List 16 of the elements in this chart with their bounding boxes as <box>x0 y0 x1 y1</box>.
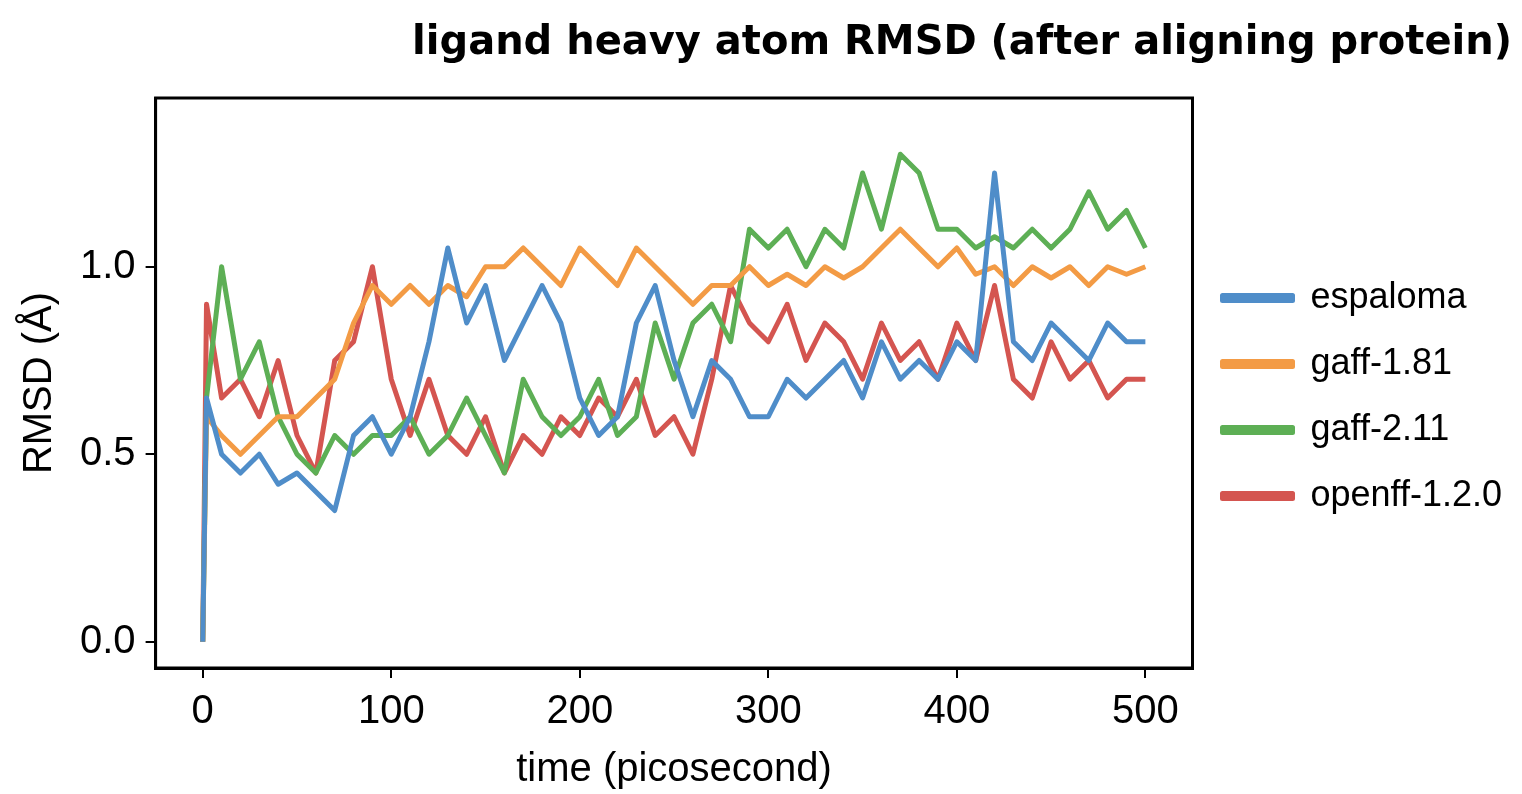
y-tick-label: 0.0 <box>80 616 136 661</box>
x-tick-label: 500 <box>1112 687 1179 732</box>
legend-label: espaloma <box>1310 274 1468 316</box>
legend-label: openff-1.2.0 <box>1310 472 1502 514</box>
y-axis-title: RMSD (Å) <box>15 291 60 475</box>
x-axis-title: time (picosecond) <box>516 745 832 790</box>
x-tick-label: 0 <box>191 687 214 732</box>
y-tick-label: 1.0 <box>80 241 136 286</box>
y-tick-label: 0.5 <box>80 429 136 474</box>
x-tick-label: 400 <box>923 687 991 732</box>
x-tick-label: 100 <box>357 687 425 732</box>
x-tick-label: 300 <box>734 687 802 732</box>
legend-label: gaff-2.11 <box>1310 406 1450 448</box>
legend-label: gaff-1.81 <box>1310 340 1452 382</box>
x-tick-label: 200 <box>546 687 614 732</box>
chart-title: ligand heavy atom RMSD (after aligning protein) <box>412 17 1512 64</box>
